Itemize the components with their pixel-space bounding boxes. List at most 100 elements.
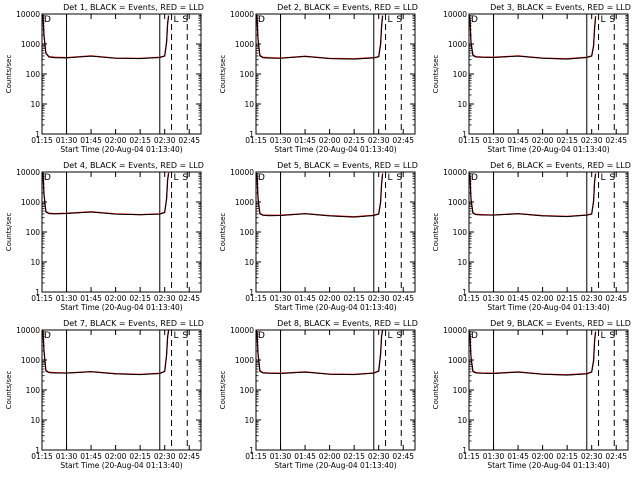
y-tick-label: 10000: [16, 10, 40, 19]
x-tick-label: 02:30: [154, 136, 176, 145]
y-tick-label: 1000: [448, 40, 467, 49]
x-tick-label: 02:15: [556, 452, 578, 461]
y-tick-label: 1000: [448, 198, 467, 207]
series-events-line: [255, 330, 384, 376]
x-axis-label: Start Time (20-Aug-04 01:13:40): [487, 461, 609, 470]
x-tick-label: 02:15: [129, 294, 151, 303]
x-axis-label: Start Time (20-Aug-04 01:13:40): [274, 303, 396, 312]
y-tick-label: 100: [240, 70, 255, 79]
y-tick-label: 1: [462, 288, 467, 297]
x-tick-label: 02:45: [605, 136, 627, 145]
y-tick-label: 10000: [230, 326, 254, 335]
y-tick-label: 100: [26, 70, 41, 79]
y-tick-label: 100: [453, 228, 468, 237]
x-tick-label: 01:45: [507, 294, 529, 303]
marker-label: L: [388, 173, 393, 183]
x-tick-label: 01:15: [245, 452, 267, 461]
x-tick-label: 01:30: [56, 136, 78, 145]
series-lld-line: [468, 173, 597, 218]
y-tick-label: 1: [462, 130, 467, 139]
marker-label: D: [44, 15, 51, 25]
y-tick-label: 100: [26, 228, 41, 237]
y-tick-label: 1000: [235, 40, 254, 49]
x-tick-label: 01:30: [483, 294, 505, 303]
x-tick-label: 01:30: [270, 452, 292, 461]
x-tick-label: 02:15: [556, 294, 578, 303]
marker-label: L: [174, 173, 179, 183]
series-events-line: [41, 14, 170, 60]
y-axis-label: Counts/sec: [5, 213, 13, 252]
x-tick-label: 02:15: [343, 294, 365, 303]
x-tick-label: 02:15: [343, 136, 365, 145]
marker-label: S: [609, 15, 615, 25]
chart-title: Det 4, BLACK = Events, RED = LLD: [63, 161, 204, 170]
marker-label: D: [471, 15, 478, 25]
marker-label: L: [601, 15, 606, 25]
x-tick-label: 02:00: [319, 294, 341, 303]
series-lld-line: [255, 329, 384, 376]
x-tick-label: 01:15: [458, 294, 480, 303]
marker-label: S: [609, 331, 615, 341]
y-tick-label: 1: [249, 446, 254, 455]
x-tick-label: 02:45: [178, 136, 200, 145]
y-tick-label: 10: [244, 258, 254, 267]
x-tick-label: 01:45: [80, 452, 102, 461]
y-axis-label: Counts/sec: [432, 371, 440, 410]
y-tick-label: 1000: [21, 356, 40, 365]
y-tick-label: 1000: [21, 40, 40, 49]
x-tick-label: 01:15: [31, 294, 53, 303]
y-tick-label: 10000: [16, 326, 40, 335]
marker-label: S: [396, 15, 402, 25]
marker-label: D: [258, 15, 265, 25]
marker-label: S: [396, 173, 402, 183]
x-tick-label: 02:00: [532, 136, 554, 145]
x-tick-label: 01:15: [31, 452, 53, 461]
chart-panel: Det 3, BLACK = Events, RED = LLD 1 10 100 10…: [432, 3, 631, 154]
x-axis-label: Start Time (20-Aug-04 01:13:40): [60, 145, 182, 154]
marker-label: L: [388, 15, 393, 25]
series-lld-line: [468, 15, 597, 60]
x-tick-label: 02:00: [105, 136, 127, 145]
x-tick-label: 02:45: [178, 294, 200, 303]
y-axis-label: Counts/sec: [432, 213, 440, 252]
y-tick-label: 10: [457, 100, 467, 109]
marker-label: S: [182, 15, 188, 25]
x-axis-label: Start Time (20-Aug-04 01:13:40): [60, 303, 182, 312]
y-tick-label: 100: [26, 386, 41, 395]
x-axis-label: Start Time (20-Aug-04 01:13:40): [487, 145, 609, 154]
chart-title: Det 3, BLACK = Events, RED = LLD: [490, 3, 631, 12]
x-tick-label: 01:30: [483, 452, 505, 461]
plot-frame: [41, 171, 202, 293]
chart-title: Det 1, BLACK = Events, RED = LLD: [63, 3, 204, 12]
series-lld-line: [41, 171, 170, 216]
y-tick-label: 10: [244, 100, 254, 109]
x-axis-label: Start Time (20-Aug-04 01:13:40): [274, 461, 396, 470]
x-tick-label: 02:30: [368, 452, 390, 461]
plot-frame: [41, 13, 202, 135]
marker-label: L: [601, 331, 606, 341]
marker-label: S: [182, 173, 188, 183]
y-tick-label: 1: [35, 130, 40, 139]
y-axis-label: Counts/sec: [219, 371, 227, 410]
marker-label: L: [174, 331, 179, 341]
chart-title: Det 5, BLACK = Events, RED = LLD: [277, 161, 418, 170]
x-tick-label: 02:15: [129, 452, 151, 461]
y-axis-label: Counts/sec: [5, 55, 13, 94]
marker-label: D: [258, 331, 265, 341]
x-axis-label: Start Time (20-Aug-04 01:13:40): [60, 461, 182, 470]
series-lld-line: [468, 331, 597, 376]
plot-frame: [468, 171, 629, 293]
x-tick-label: 02:00: [105, 294, 127, 303]
series-lld-line: [41, 13, 170, 60]
x-tick-label: 01:15: [458, 452, 480, 461]
x-tick-label: 02:00: [532, 452, 554, 461]
y-tick-label: 1000: [235, 198, 254, 207]
x-tick-label: 02:45: [392, 136, 414, 145]
chart-panel: Det 9, BLACK = Events, RED = LLD 1 10 100 10…: [432, 319, 631, 470]
y-tick-label: 100: [453, 70, 468, 79]
chart-panel: Det 1, BLACK = Events, RED = LLD 1 10 100 10…: [5, 3, 204, 154]
y-tick-label: 10000: [443, 326, 467, 335]
x-tick-label: 01:15: [245, 136, 267, 145]
marker-label: S: [182, 331, 188, 341]
chart-panel: Det 8, BLACK = Events, RED = LLD 1 10 100 10…: [219, 319, 418, 470]
